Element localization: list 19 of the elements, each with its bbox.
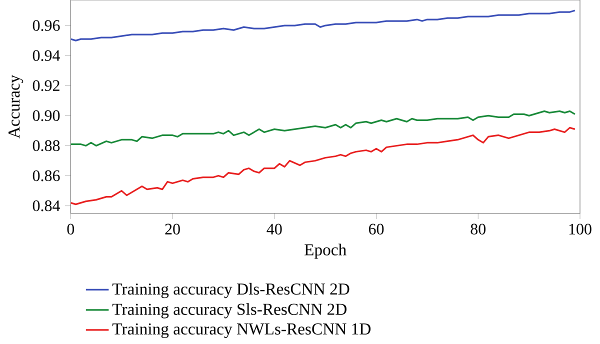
x-tick-label: 100 [569,224,592,235]
x-tick-label: 80 [470,224,486,235]
y-tick-label: 0.88 [32,140,60,152]
y-tick-label: 0.96 [32,20,60,31]
y-axis-title: Accuracy [8,74,24,138]
y-tick-label: 0.86 [32,170,60,182]
y-tick-label: 0.90 [32,110,60,122]
y-tick-label: 0.94 [32,50,60,62]
x-tick-label: 60 [368,224,384,235]
line-series [70,126,576,206]
x-tick-label: 40 [266,224,282,235]
legend-label: Training accuracy Sls-ResCNN 2D [112,303,346,318]
x-tick-label: 20 [165,224,180,235]
x-tick-label: 0 [67,224,74,235]
x-axis-title: Epoch [304,244,346,259]
legend-label: Training accuracy NWLs-ResCNN 1D [112,323,371,338]
y-tick-label: 0.84 [32,200,60,212]
y-tick-label: 0.92 [32,80,60,92]
legend-label: Training accuracy Dls-ResCNN 2D [112,282,350,298]
